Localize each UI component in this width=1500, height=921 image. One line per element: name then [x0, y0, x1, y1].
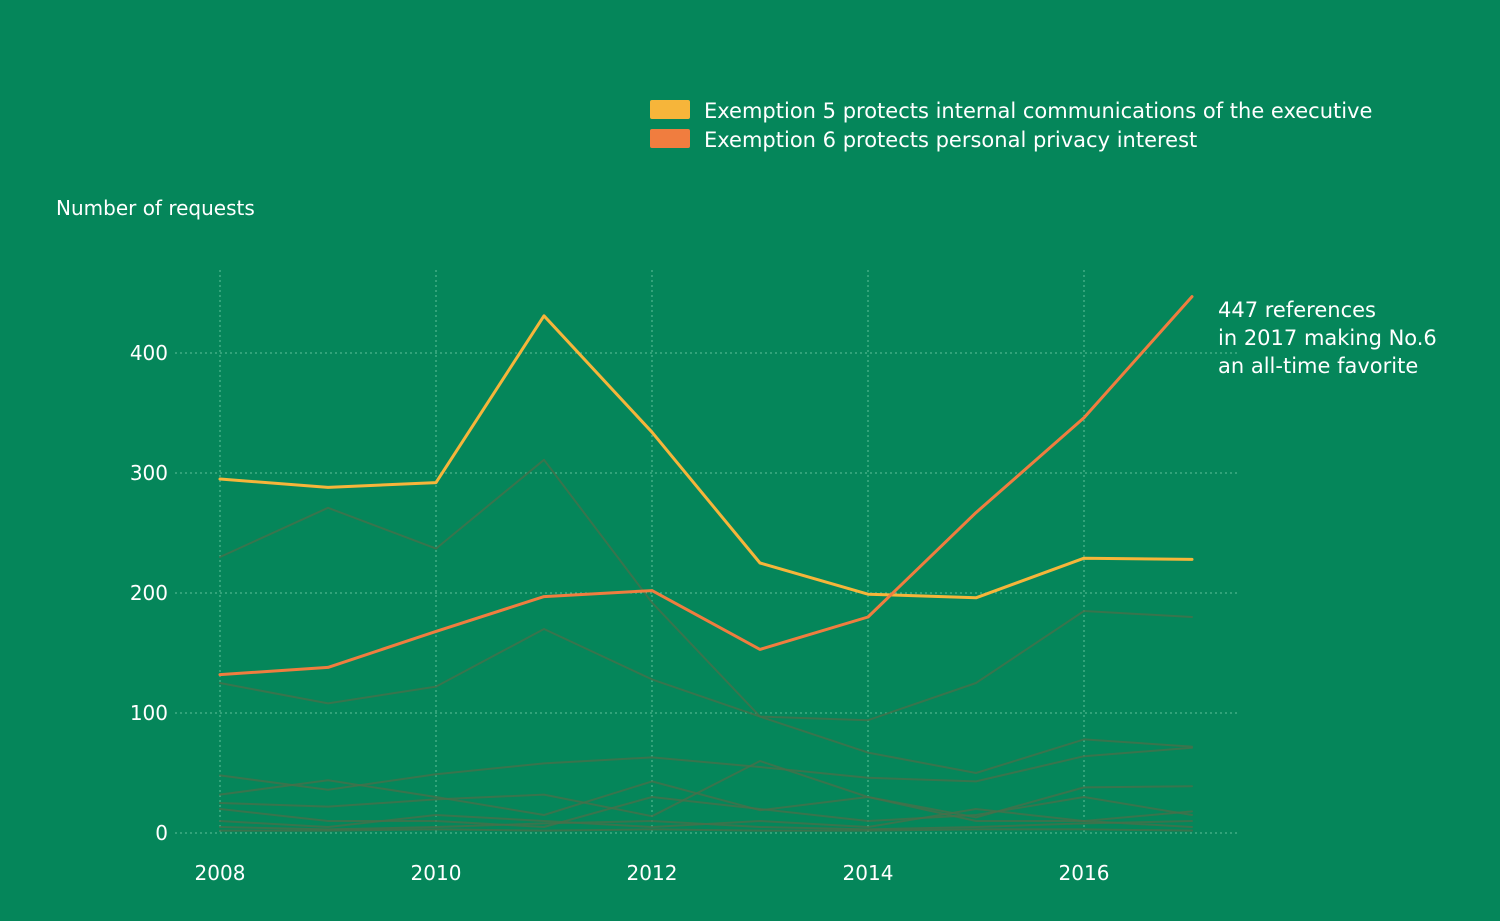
background-series [219, 458, 1193, 832]
y-axis-label: Number of requests [56, 196, 255, 220]
legend-swatch-exemption5 [650, 100, 690, 119]
annotation-line-3: an all-time favorite [1218, 354, 1418, 378]
x-tick-label: 2016 [1059, 861, 1110, 885]
annotation: 447 references in 2017 making No.6 an al… [1218, 298, 1437, 378]
legend-label-exemption5: Exemption 5 protects internal communicat… [704, 99, 1372, 123]
y-tick-label: 200 [130, 581, 168, 605]
series-line-other [219, 610, 1193, 722]
x-tick-label: 2014 [843, 861, 894, 885]
series-line-exemption5 [218, 314, 1194, 600]
x-tick-label: 2010 [411, 861, 462, 885]
series-line-other [219, 746, 1193, 791]
series-line-other [219, 828, 1193, 832]
y-tick-label: 100 [130, 701, 168, 725]
x-tick-label: 2012 [627, 861, 678, 885]
x-tick-label: 2008 [195, 861, 246, 885]
annotation-line-1: 447 references [1218, 298, 1376, 322]
annotation-line-2: in 2017 making No.6 [1218, 326, 1437, 350]
series-line-other [219, 820, 1193, 831]
legend: Exemption 5 protects internal communicat… [650, 99, 1372, 152]
y-tick-label: 0 [155, 821, 168, 845]
y-tick-label: 400 [130, 341, 168, 365]
series-line-other [219, 779, 1193, 819]
y-axis-ticks: 0 100 200 300 400 [130, 341, 168, 845]
legend-swatch-exemption6 [650, 129, 690, 148]
series-line-other [219, 760, 1193, 822]
series-line-other [219, 458, 1193, 774]
highlighted-series [218, 295, 1194, 677]
series-line-exemption6 [218, 295, 1194, 677]
grid [175, 270, 1240, 834]
legend-label-exemption6: Exemption 6 protects personal privacy in… [704, 128, 1197, 152]
y-tick-label: 300 [130, 461, 168, 485]
x-axis-ticks: 2008 2010 2012 2014 2016 [195, 861, 1110, 885]
